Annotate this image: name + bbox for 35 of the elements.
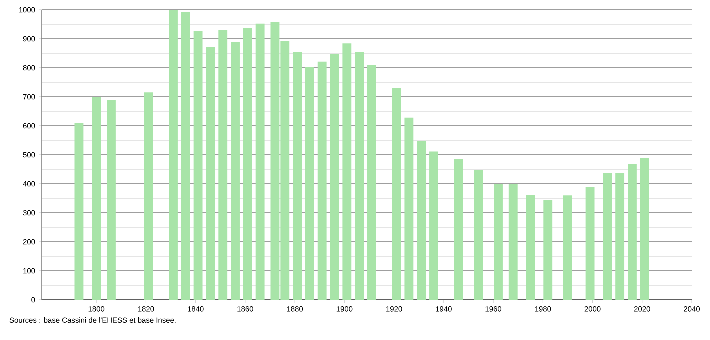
bar [368,65,376,300]
bar [404,118,414,300]
bar [508,184,518,300]
bar [231,42,240,300]
bar [355,52,364,300]
bar [640,158,650,300]
bar [144,92,154,300]
bar [586,187,595,300]
bar [206,47,216,300]
bar [218,30,228,300]
bar [526,195,536,300]
bar [318,62,327,300]
bar [181,12,190,300]
bar [544,200,553,300]
bar [563,196,572,300]
bar [392,88,402,300]
bar [603,173,612,300]
bar [494,184,503,300]
bar [293,52,302,300]
bar [330,54,340,300]
bar [194,31,203,300]
bar [474,170,484,300]
bar [92,96,102,300]
bar [305,67,314,300]
bar [616,173,625,300]
bar [628,164,637,300]
bar [430,152,438,300]
bar [243,28,252,300]
bar [74,123,84,300]
bar [417,141,426,300]
bar [454,159,464,300]
bar [169,10,178,300]
bar [342,44,352,300]
bar [107,100,116,300]
bar [256,24,265,300]
